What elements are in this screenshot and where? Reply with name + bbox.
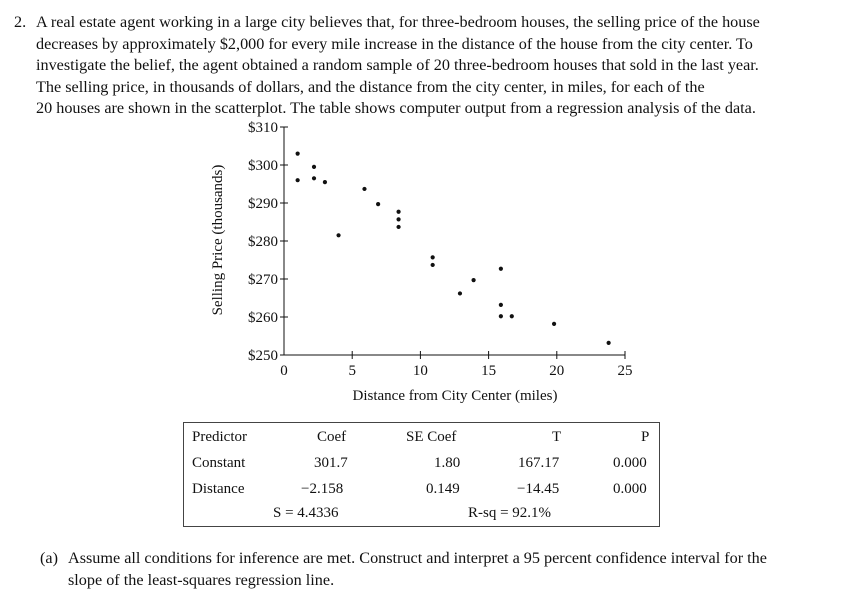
data-point: [509, 314, 514, 319]
row-distance-coef: −2.158: [301, 481, 344, 497]
x-tick-label: 20: [549, 363, 564, 379]
data-point: [336, 233, 341, 238]
header-predictor: Predictor: [192, 429, 247, 445]
scatterplot: $250 $260 $270 $280 $290 $300 $310 0 5 10 15 20 25 D…: [210, 120, 633, 404]
data-point: [311, 176, 317, 181]
row-distance-p: 0.000: [613, 481, 647, 497]
x-tick-label: 25: [618, 363, 633, 379]
row-constant-t: 167.17: [518, 455, 560, 471]
data-point: [498, 266, 503, 271]
header-p: P: [641, 429, 650, 445]
y-tick-label: $250: [248, 348, 278, 364]
data-point: [430, 262, 435, 268]
data-point: [322, 180, 328, 185]
problem-number: 2.: [14, 13, 27, 31]
x-tick-label: 15: [481, 363, 496, 379]
problem-text: A real estate agent working in a large c…: [36, 12, 840, 120]
y-tick-label: $310: [248, 120, 278, 136]
header-t: T: [552, 429, 562, 445]
regression-output-table: Predictor Coef SE Coef T P Constant 301.…: [183, 422, 660, 527]
data-point: [311, 164, 317, 169]
row-distance-t: −14.45: [517, 481, 560, 497]
row-distance-predictor: Distance: [192, 481, 245, 497]
data-point: [396, 209, 401, 214]
problem-line: 20 houses are shown in the scatterplot. …: [36, 99, 756, 117]
r-squared-value: R-sq = 92.1%: [468, 505, 552, 521]
data-point: [376, 202, 381, 207]
plot-points: [295, 151, 611, 345]
data-point: [396, 217, 401, 222]
problem-line: investigate the belief, the agent obtain…: [36, 56, 759, 74]
problem-line: The selling price, in thousands of dolla…: [36, 77, 705, 96]
data-point: [606, 340, 611, 345]
data-point: [295, 151, 300, 156]
row-constant-predictor: Constant: [192, 455, 246, 471]
data-point: [498, 302, 503, 307]
y-tick-label: $290: [248, 196, 278, 212]
data-point: [457, 291, 463, 296]
data-point: [396, 224, 401, 230]
part-a-line: slope of the least-squares regression li…: [68, 570, 335, 589]
y-tick-label: $300: [248, 158, 278, 174]
row-constant-se: 1.80: [434, 455, 461, 471]
data-point: [362, 186, 367, 192]
problem-line: decreases by approximately $2,000 for ev…: [36, 34, 753, 53]
part-a-question: (a) Assume all conditions for inference …: [40, 548, 840, 591]
s-value: S = 4.4336: [273, 505, 339, 521]
y-tick-label: $260: [248, 310, 278, 326]
part-a-line: Assume all conditions for inference are …: [68, 549, 767, 567]
data-point: [498, 314, 503, 319]
data-point: [471, 278, 476, 283]
x-tick-label: 0: [280, 363, 288, 379]
x-axis-label: Distance from City Center (miles): [353, 388, 558, 404]
problem-statement: 2. A real estate agent working in a larg…: [14, 12, 840, 120]
row-constant-coef: 301.7: [314, 455, 348, 471]
data-point: [430, 255, 435, 260]
problem-line: A real estate agent working in a large c…: [36, 13, 760, 31]
y-tick-label: $270: [248, 272, 278, 288]
data-point: [295, 178, 300, 183]
row-distance-se: 0.149: [426, 481, 460, 497]
plot-axes: $250 $260 $270 $280 $290 $300 $310 0 5 10 15 20 25: [248, 120, 633, 379]
header-coef: Coef: [317, 429, 347, 445]
part-a-text: Assume all conditions for inference are …: [68, 548, 840, 591]
part-a-label: (a): [40, 549, 58, 567]
x-tick-label: 5: [348, 363, 356, 379]
y-tick-label: $280: [248, 234, 278, 250]
data-point: [551, 321, 557, 326]
x-tick-label: 10: [413, 363, 428, 379]
y-axis-label: Selling Price (thousands): [210, 165, 226, 316]
row-constant-p: 0.000: [613, 455, 647, 471]
header-se-coef: SE Coef: [406, 429, 457, 445]
